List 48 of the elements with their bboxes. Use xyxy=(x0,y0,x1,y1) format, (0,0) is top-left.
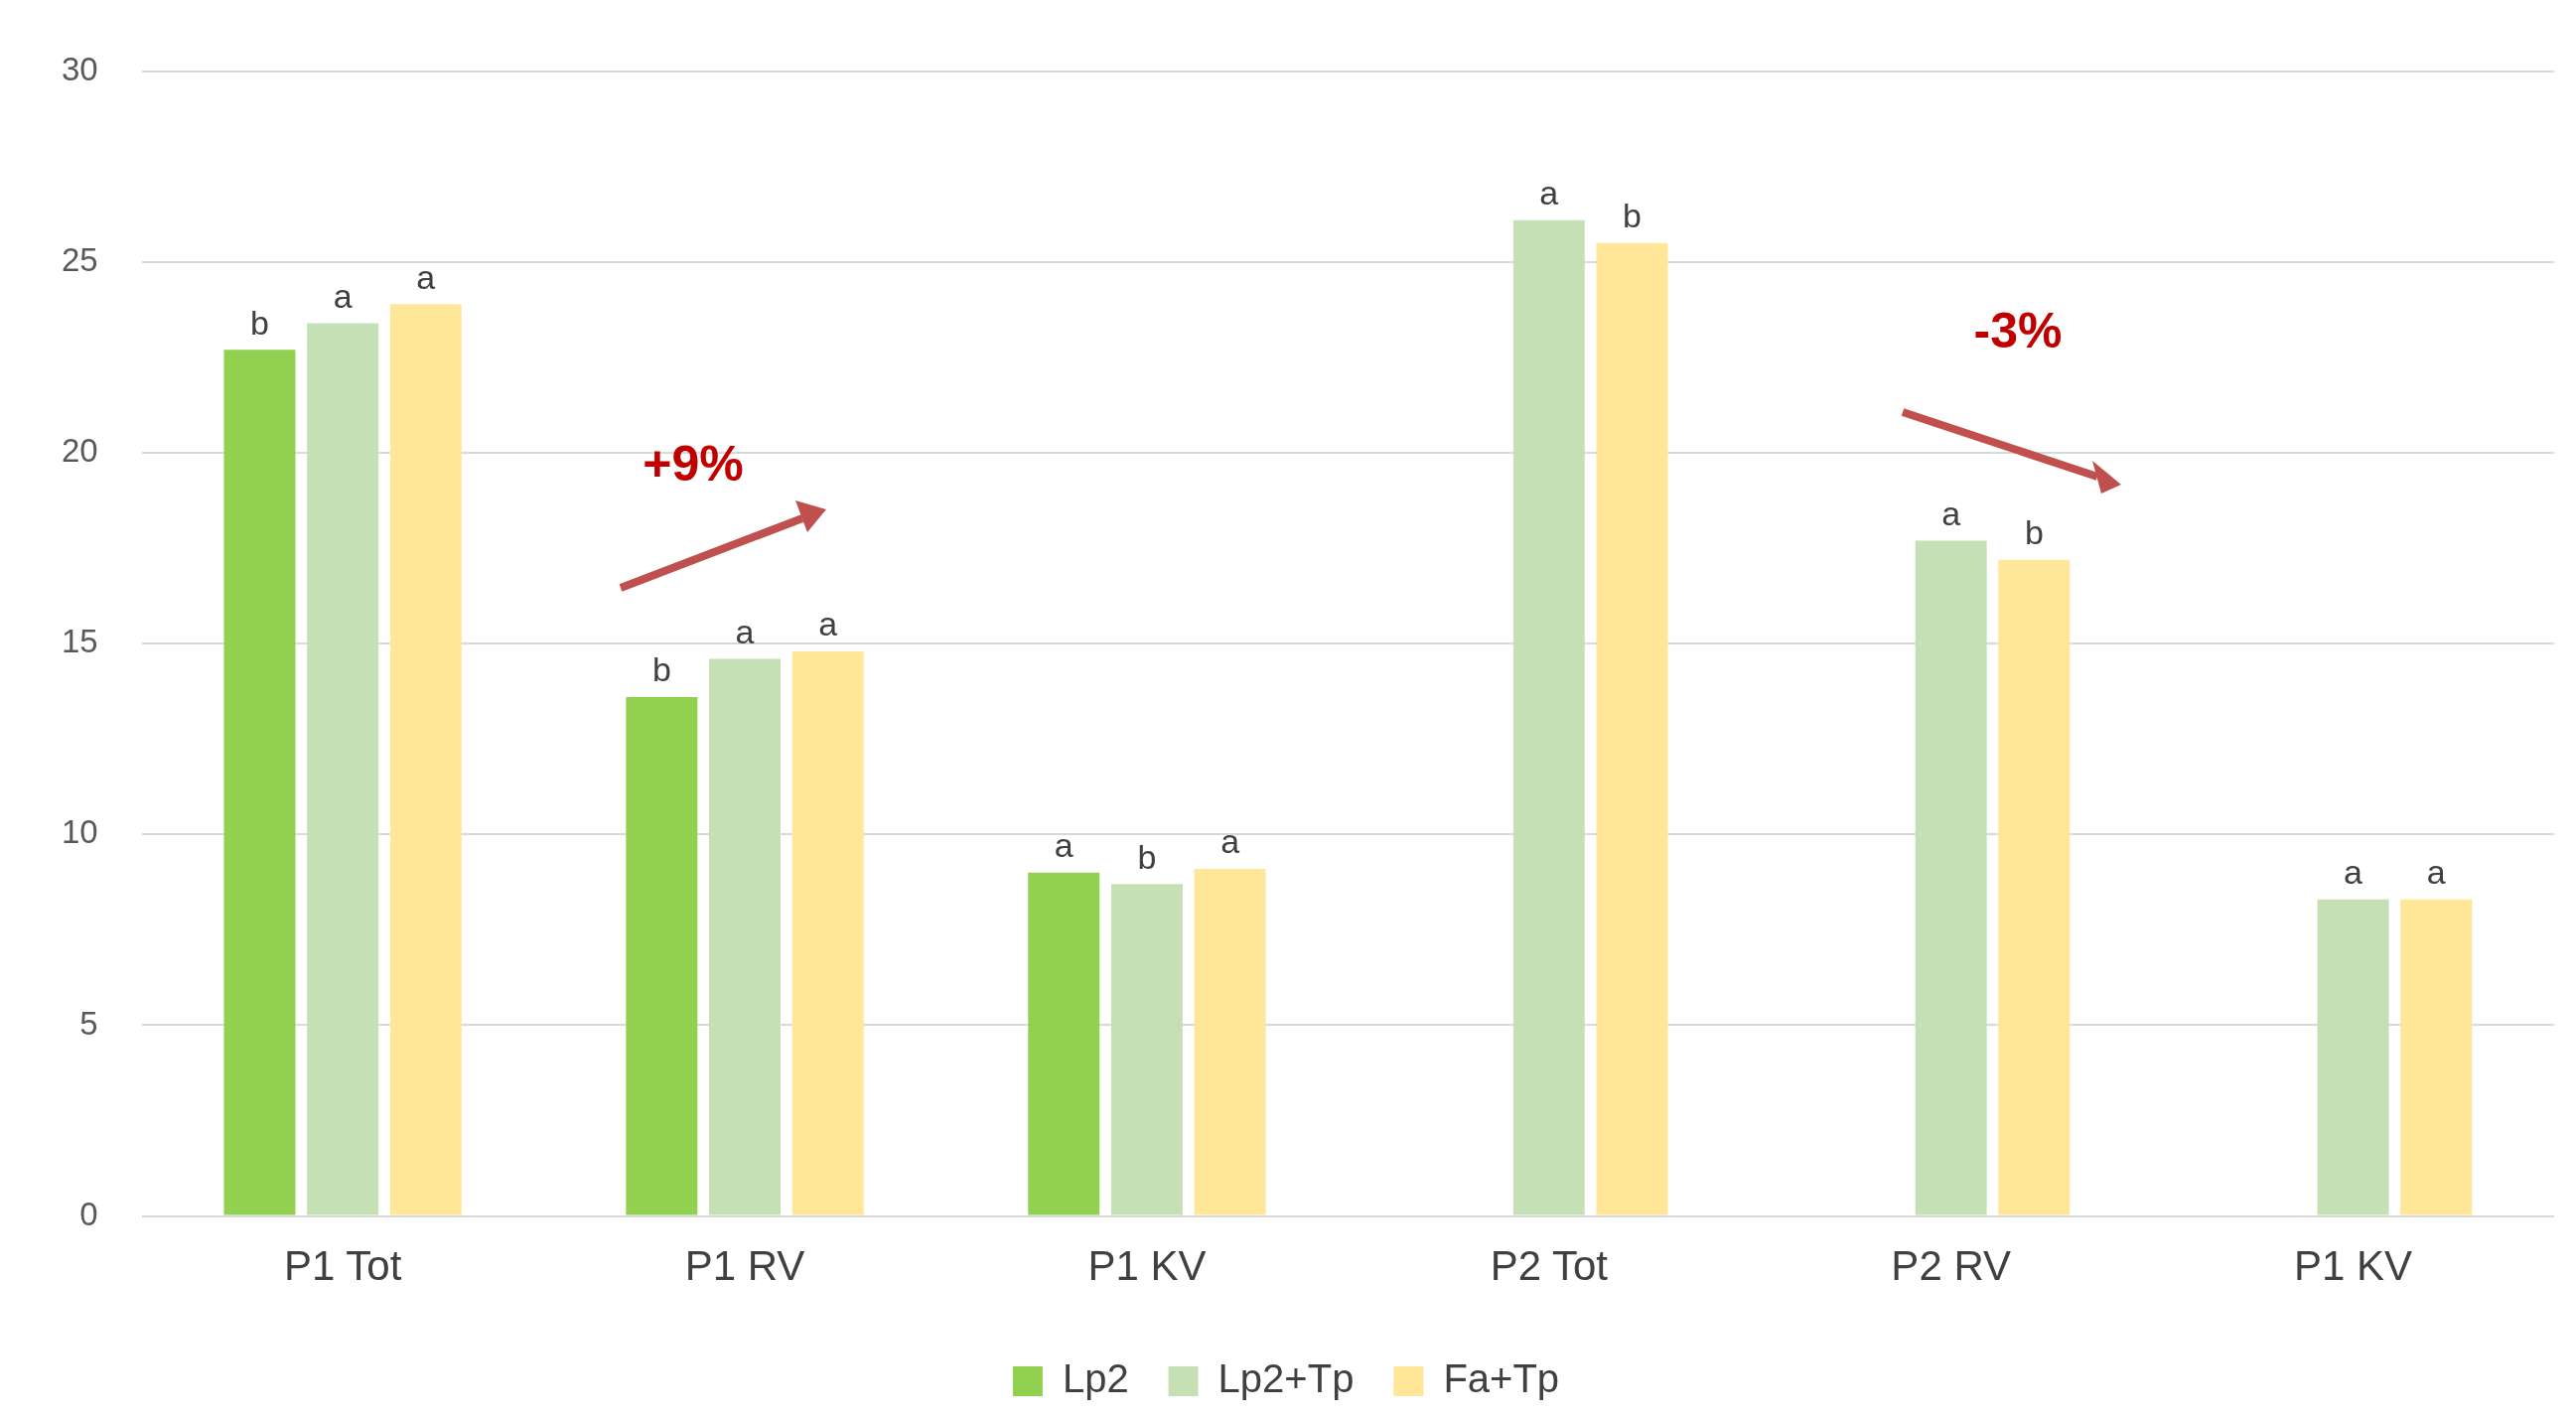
y-tick-label: 5 xyxy=(79,1004,98,1042)
data-label: b xyxy=(2024,513,2044,552)
bar xyxy=(2317,899,2389,1215)
data-label: b xyxy=(250,303,269,342)
y-tick-label: 20 xyxy=(61,432,98,470)
data-label: a xyxy=(1539,174,1559,213)
y-tick-label: 15 xyxy=(61,623,98,660)
bar xyxy=(389,304,462,1215)
data-label: a xyxy=(818,605,838,643)
y-tick-label: 0 xyxy=(79,1195,98,1232)
x-tick-label: P1 RV xyxy=(684,1242,805,1290)
data-label: a xyxy=(2344,853,2363,892)
x-tick-label: P1 Tot xyxy=(283,1242,402,1290)
data-label: a xyxy=(1220,822,1240,861)
y-tick-label: 25 xyxy=(61,241,98,279)
bar xyxy=(1512,219,1585,1215)
data-label: b xyxy=(1137,837,1157,876)
data-label: b xyxy=(651,650,671,689)
annotation: +9% xyxy=(643,435,744,492)
x-tick-label: P2 RV xyxy=(1891,1242,2011,1290)
annotation: -3% xyxy=(1973,302,2063,358)
bar xyxy=(1596,242,1668,1215)
data-label: a xyxy=(1054,826,1073,865)
legend-label: Fa+Tp xyxy=(1443,1356,1560,1401)
legend-label: Lp2 xyxy=(1062,1356,1129,1401)
bar xyxy=(1915,540,1987,1215)
bar xyxy=(1194,868,1266,1215)
data-label: b xyxy=(1623,197,1642,235)
bar xyxy=(223,350,296,1215)
bar xyxy=(626,697,698,1215)
data-label: a xyxy=(333,276,353,315)
bar xyxy=(709,658,782,1215)
bar xyxy=(1110,884,1183,1215)
x-tick-label: P1 KV xyxy=(2294,1242,2413,1290)
bar xyxy=(1028,872,1100,1215)
data-label: a xyxy=(2426,853,2446,892)
data-label: a xyxy=(1941,494,1961,532)
bar xyxy=(2400,899,2473,1215)
bar xyxy=(1998,559,2071,1215)
y-tick-label: 30 xyxy=(61,50,98,87)
data-label: a xyxy=(735,612,755,650)
x-tick-label: P2 Tot xyxy=(1490,1242,1609,1290)
bar xyxy=(791,650,864,1215)
x-tick-label: P1 KV xyxy=(1087,1242,1207,1290)
data-label: a xyxy=(416,257,436,296)
y-tick-label: 10 xyxy=(61,813,98,851)
bar xyxy=(307,323,379,1215)
legend-label: Lp2+Tp xyxy=(1217,1356,1355,1401)
